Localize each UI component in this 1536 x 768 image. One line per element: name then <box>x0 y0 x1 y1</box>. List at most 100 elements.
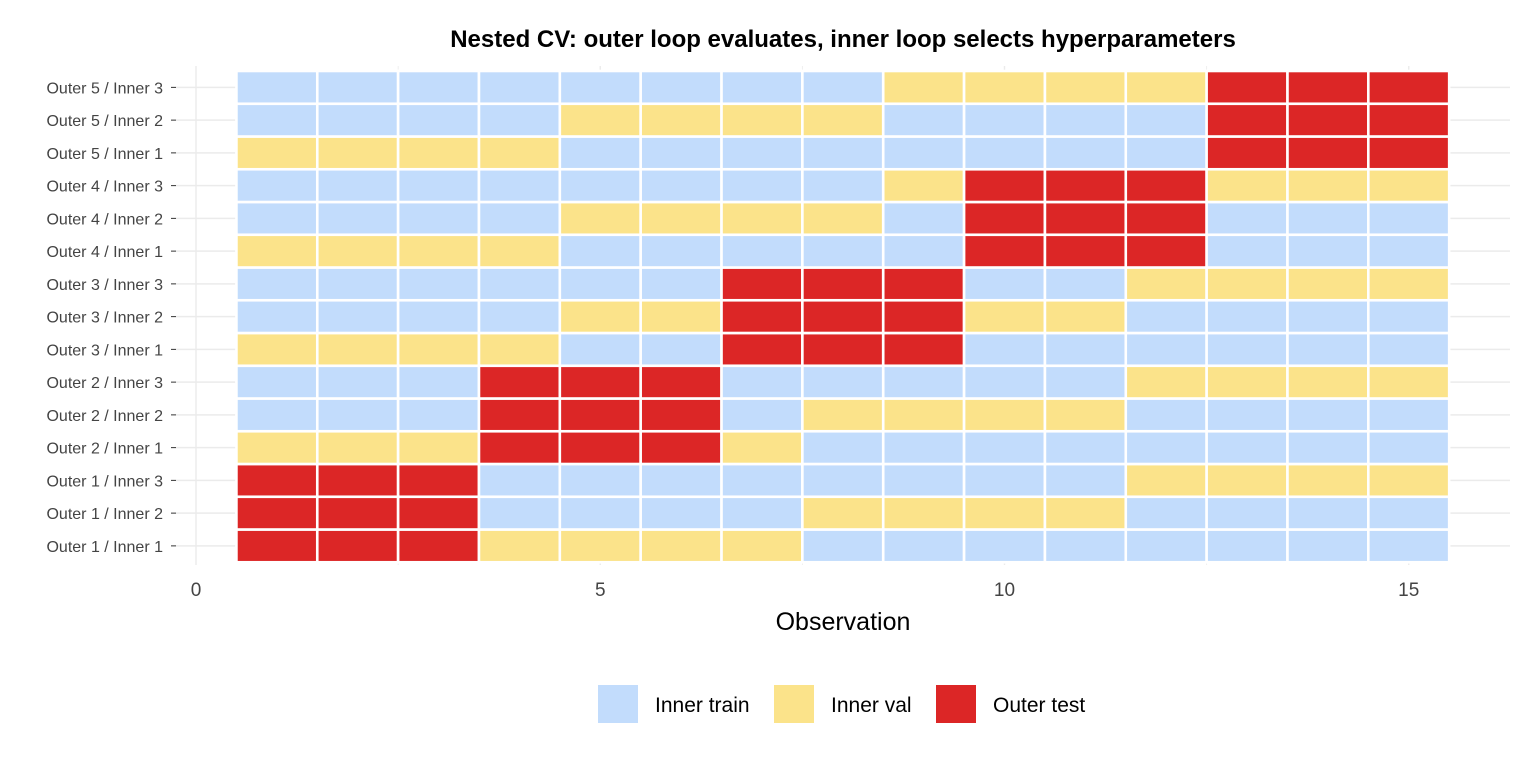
cell-inner-train <box>1043 135 1128 171</box>
cell-inner-val <box>477 528 562 564</box>
cell-inner-train <box>1286 397 1370 433</box>
y-tick-label: Outer 5 / Inner 3 <box>46 80 163 97</box>
legend: Inner train Inner val Outer test <box>598 685 1085 723</box>
y-tick-labels: Outer 1 / Inner 1 Outer 1 / Inner 2 Outer … <box>46 80 176 556</box>
cell-inner-val <box>1367 462 1451 499</box>
cell-inner-train <box>962 331 1047 368</box>
cell-inner-train <box>1205 528 1289 564</box>
cell-outer-test <box>1043 200 1128 237</box>
cell-inner-train <box>1043 429 1128 466</box>
cell-inner-val <box>1124 364 1208 400</box>
cell-outer-test <box>1124 167 1208 204</box>
cell-inner-train <box>962 266 1047 302</box>
cell-inner-train <box>1124 495 1208 531</box>
cell-inner-train <box>1286 429 1370 466</box>
cell-inner-val <box>1286 266 1370 302</box>
cell-outer-test <box>1043 167 1128 204</box>
y-tick-label: Outer 2 / Inner 3 <box>46 375 163 392</box>
cell-inner-val <box>1124 462 1208 499</box>
y-tick-label: Outer 3 / Inner 3 <box>46 277 163 294</box>
cell-inner-train <box>315 69 400 106</box>
cell-inner-train <box>639 495 723 531</box>
cell-inner-train <box>1205 331 1289 368</box>
cell-outer-test <box>962 200 1047 237</box>
cell-inner-train <box>477 266 562 302</box>
cell-inner-train <box>801 364 885 400</box>
cell-inner-train <box>639 233 723 269</box>
cell-inner-train <box>235 69 319 106</box>
cell-outer-test <box>1205 135 1289 171</box>
cell-inner-val <box>881 495 966 531</box>
cell-inner-train <box>1124 528 1208 564</box>
cell-inner-train <box>1205 397 1289 433</box>
x-tick-label: 15 <box>1398 580 1419 601</box>
cell-inner-train <box>639 331 723 368</box>
cell-outer-test <box>235 462 319 499</box>
cell-inner-train <box>1367 331 1451 368</box>
y-tick-label: Outer 4 / Inner 2 <box>46 211 163 228</box>
x-tick-labels: 0 5 10 15 <box>191 580 1420 601</box>
cell-inner-train <box>1124 397 1208 433</box>
cell-inner-train <box>801 135 885 171</box>
cell-inner-train <box>962 364 1047 400</box>
cell-inner-train <box>315 102 400 138</box>
cell-inner-val <box>639 200 723 237</box>
x-tick-label: 5 <box>595 580 606 601</box>
cell-inner-train <box>1367 429 1451 466</box>
cell-inner-val <box>558 528 642 564</box>
cell-inner-val <box>1205 266 1289 302</box>
cell-inner-train <box>235 364 319 400</box>
cell-inner-train <box>315 298 400 335</box>
cell-inner-val <box>1205 167 1289 204</box>
cell-outer-test <box>1124 200 1208 237</box>
cell-inner-val <box>315 233 400 269</box>
cell-inner-train <box>720 167 804 204</box>
cell-inner-train <box>396 298 481 335</box>
cell-outer-test <box>396 528 481 564</box>
cell-inner-val <box>1124 266 1208 302</box>
cell-inner-val <box>962 397 1047 433</box>
cell-outer-test <box>801 266 885 302</box>
cell-inner-train <box>235 397 319 433</box>
cell-inner-val <box>1043 397 1128 433</box>
cell-inner-train <box>396 69 481 106</box>
cell-inner-train <box>1205 233 1289 269</box>
cell-inner-train <box>639 69 723 106</box>
cell-inner-train <box>315 364 400 400</box>
cell-inner-train <box>720 233 804 269</box>
cell-inner-train <box>720 462 804 499</box>
cell-outer-test <box>1367 102 1451 138</box>
cell-inner-train <box>720 69 804 106</box>
cell-inner-val <box>1286 462 1370 499</box>
cell-inner-val <box>315 331 400 368</box>
cell-inner-train <box>1043 528 1128 564</box>
cell-inner-train <box>1286 495 1370 531</box>
cell-inner-val <box>801 397 885 433</box>
cell-inner-train <box>235 200 319 237</box>
cell-inner-train <box>639 167 723 204</box>
cell-inner-train <box>396 266 481 302</box>
cell-inner-val <box>639 102 723 138</box>
cell-outer-test <box>235 495 319 531</box>
cell-inner-train <box>881 233 966 269</box>
cell-inner-train <box>639 462 723 499</box>
cell-inner-train <box>1043 364 1128 400</box>
y-tick-label: Outer 2 / Inner 2 <box>46 408 163 425</box>
cell-inner-val <box>881 69 966 106</box>
cell-inner-val <box>235 233 319 269</box>
cell-inner-val <box>1205 364 1289 400</box>
cell-inner-train <box>720 397 804 433</box>
cell-inner-train <box>396 364 481 400</box>
cell-outer-test <box>1367 135 1451 171</box>
cell-inner-train <box>720 135 804 171</box>
cell-outer-test <box>558 364 642 400</box>
cell-outer-test <box>477 397 562 433</box>
cell-inner-train <box>315 167 400 204</box>
cell-outer-test <box>801 331 885 368</box>
cell-inner-val <box>720 102 804 138</box>
cell-outer-test <box>477 364 562 400</box>
cell-inner-train <box>639 135 723 171</box>
cell-inner-train <box>720 495 804 531</box>
cell-inner-train <box>1367 397 1451 433</box>
cell-inner-val <box>962 298 1047 335</box>
